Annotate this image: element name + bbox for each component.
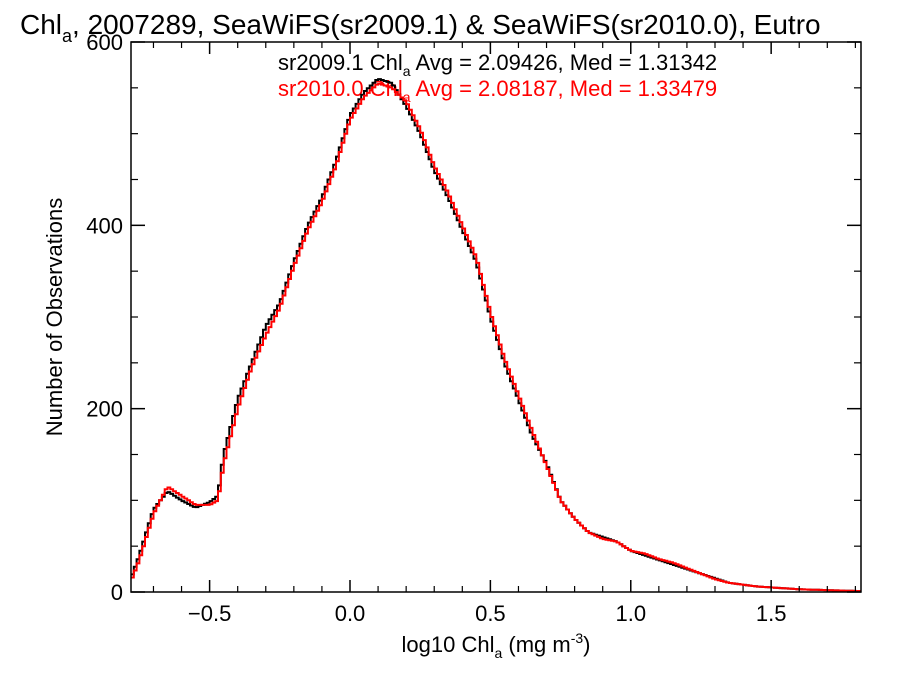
x-axis-label: log10 Chla (mg m-3): [402, 630, 591, 661]
x-tick-label: 1.5: [756, 601, 787, 626]
series-line-sr2010: [131, 82, 861, 592]
legend-series-sr2010: sr2010.0 Chla Avg = 2.08187, Med = 1.334…: [278, 76, 717, 105]
legend-series-sr2009: sr2009.1 Chla Avg = 2.09426, Med = 1.313…: [278, 50, 717, 79]
x-tick-label: −0.5: [188, 601, 231, 626]
y-tick-label: 400: [86, 213, 123, 238]
x-tick-label: 0.5: [475, 601, 506, 626]
x-tick-label: 1.0: [615, 601, 646, 626]
plot-frame: [130, 41, 862, 593]
y-tick-label: 600: [86, 30, 123, 55]
y-tick-label: 0: [111, 580, 123, 605]
y-axis-label: Number of Observations: [42, 198, 67, 436]
y-tick-label: 200: [86, 397, 123, 422]
chart-title: Chla, 2007289, SeaWiFS(sr2009.1) & SeaWi…: [20, 9, 821, 46]
x-tick-label: 0.0: [335, 601, 366, 626]
